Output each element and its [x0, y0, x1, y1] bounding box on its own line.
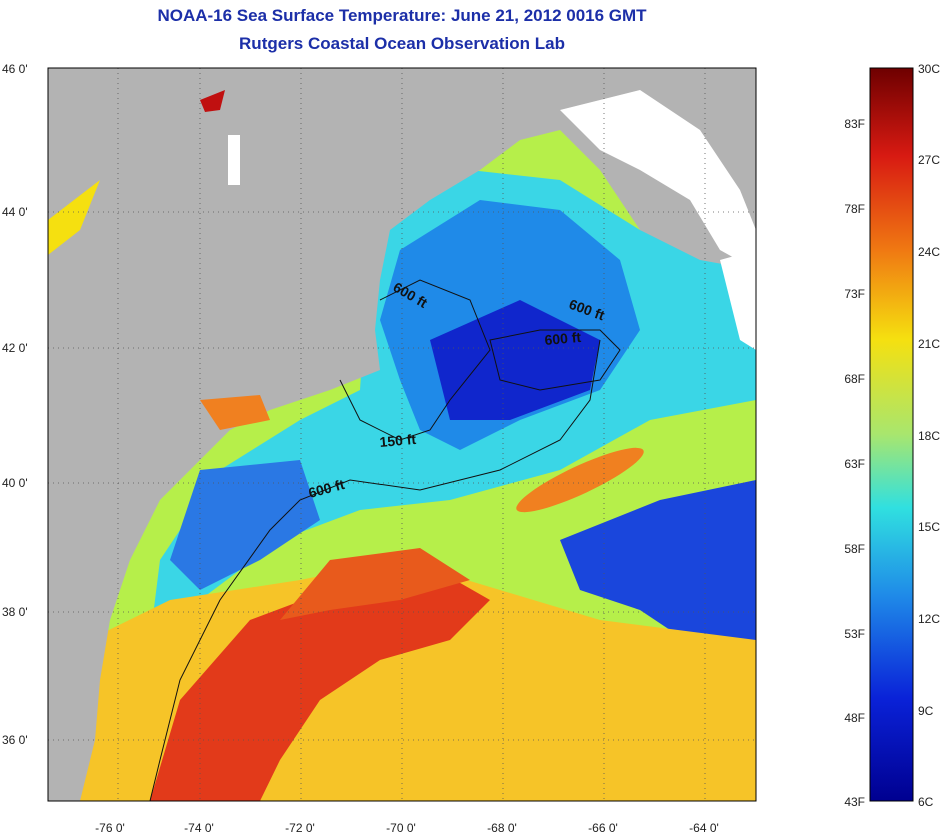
- celsius-label: 30C: [918, 62, 940, 76]
- lon-tick-label: -72 0': [285, 821, 315, 835]
- celsius-label: 21C: [918, 337, 940, 351]
- cloud-patch-nova-scotia: [560, 90, 756, 270]
- lon-tick-label: -70 0': [386, 821, 416, 835]
- celsius-label: 6C: [918, 795, 934, 809]
- map-frame: [47, 67, 757, 802]
- lon-tick-label: -74 0': [184, 821, 214, 835]
- fahrenheit-label: 43F: [844, 795, 865, 809]
- fahrenheit-label: 68F: [844, 372, 865, 386]
- fahrenheit-label: 63F: [844, 457, 865, 471]
- colorbar-celsius-labels: 30C 27C 24C 21C 18C 15C 12C 9C 6C: [918, 62, 940, 809]
- celsius-label: 24C: [918, 245, 940, 259]
- lake-warm-patch: [48, 180, 100, 255]
- lon-tick-label: -66 0': [588, 821, 618, 835]
- contour-label: 150 ft: [379, 431, 417, 450]
- lat-tick-label: 36 0': [2, 733, 28, 747]
- map-title: NOAA-16 Sea Surface Temperature: June 21…: [157, 6, 647, 25]
- lake-hot-patch: [200, 90, 225, 112]
- contour-labels: 600 ft 600 ft 600 ft 150 ft 600 ft: [307, 279, 607, 501]
- lat-tick-label: 38 0': [2, 605, 28, 619]
- celsius-label: 12C: [918, 612, 940, 626]
- cold-eddy-east: [560, 480, 756, 660]
- latitude-axis: 46 0' 44 0' 42 0' 40 0' 38 0' 36 0': [2, 62, 28, 747]
- contour-label: 600 ft: [544, 329, 582, 348]
- colorbar-fahrenheit-labels: 83F 78F 73F 68F 63F 58F 53F 48F 43F: [844, 117, 865, 809]
- fahrenheit-label: 73F: [844, 287, 865, 301]
- lon-tick-label: -64 0': [689, 821, 719, 835]
- celsius-label: 18C: [918, 429, 940, 443]
- color-bar: [869, 67, 914, 802]
- celsius-label: 9C: [918, 704, 934, 718]
- celsius-label: 27C: [918, 153, 940, 167]
- cloud-patch-small: [228, 135, 240, 185]
- graticule: [48, 68, 756, 801]
- contour-600ft-shelf: [149, 339, 601, 801]
- fahrenheit-label: 78F: [844, 202, 865, 216]
- fahrenheit-label: 48F: [844, 711, 865, 725]
- contour-600ft-basin: [489, 329, 621, 391]
- contour-150ft: [339, 279, 491, 441]
- lon-tick-label: -76 0': [95, 821, 125, 835]
- gulf-stream-core-north: [280, 548, 470, 620]
- delaware-bay-warm: [200, 395, 270, 430]
- longitude-axis: -76 0' -74 0' -72 0' -70 0' -68 0' -66 0…: [95, 821, 719, 835]
- lat-tick-label: 46 0': [2, 62, 28, 76]
- lat-tick-label: 40 0': [2, 476, 28, 490]
- cloud-patch-east: [720, 250, 756, 350]
- gulf-stream-core: [150, 560, 490, 801]
- map-subtitle: Rutgers Coastal Ocean Observation Lab: [239, 34, 565, 53]
- lat-tick-label: 44 0': [2, 205, 28, 219]
- shelf-cold-strip: [170, 460, 320, 590]
- lat-tick-label: 42 0': [2, 341, 28, 355]
- fahrenheit-label: 83F: [844, 117, 865, 131]
- land-mass: [48, 68, 756, 801]
- fahrenheit-label: 53F: [844, 627, 865, 641]
- fahrenheit-label: 58F: [844, 542, 865, 556]
- warm-eddy: [516, 447, 644, 513]
- celsius-label: 15C: [918, 520, 940, 534]
- lon-tick-label: -68 0': [487, 821, 517, 835]
